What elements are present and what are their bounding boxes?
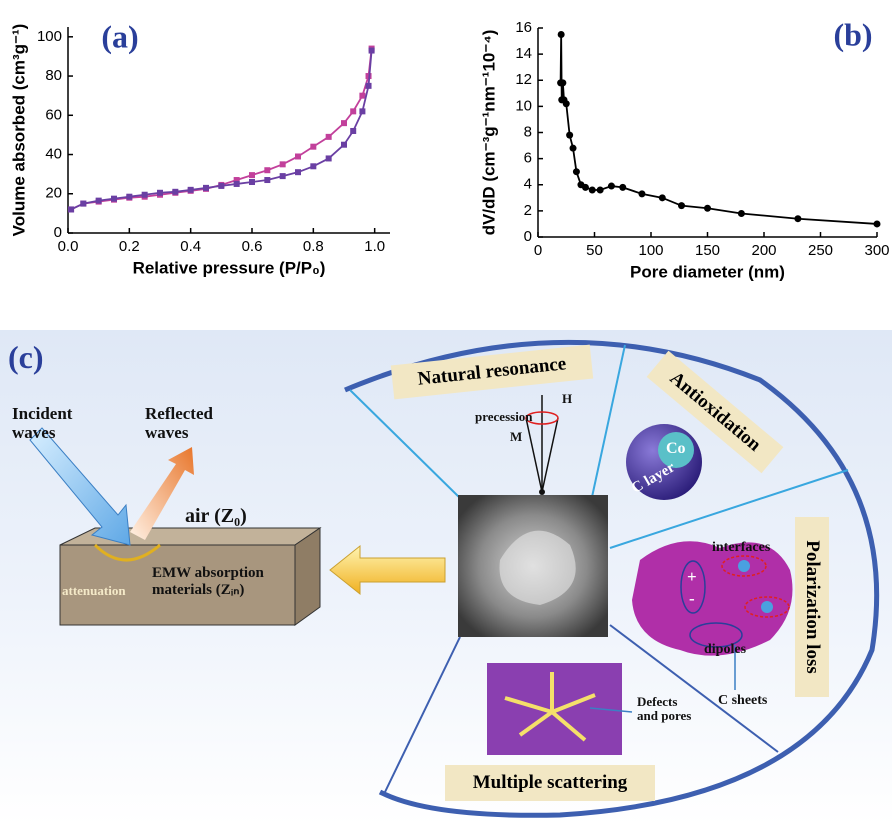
center-arrow <box>330 546 445 594</box>
incident-label: Incident waves <box>12 405 92 442</box>
polarization-box: Polarization loss <box>795 517 829 697</box>
reflected-label: Reflected waves <box>145 405 235 442</box>
defects-label: Defects and pores <box>637 695 692 724</box>
multiple-scattering-box: Multiple scattering <box>445 765 655 801</box>
minus-sign: - <box>689 590 695 609</box>
figure: 0204060801000.00.20.40.60.81.0Relative p… <box>0 0 892 825</box>
m-label: M <box>510 430 522 444</box>
precession-label: precession <box>475 410 533 424</box>
co-label: Co <box>666 440 686 458</box>
incident-arrow <box>30 428 130 545</box>
dipoles-label: dipoles <box>704 642 746 657</box>
h-label: H <box>562 392 572 406</box>
attenuation-label: attenuation <box>62 584 126 598</box>
interfaces-label: interfaces <box>712 540 770 555</box>
c-sheets-label: C sheets <box>718 693 767 708</box>
plus-sign: + <box>687 568 697 587</box>
material-label: EMW absorption materials (Zᵢₙ) <box>152 565 292 598</box>
panel-label: (c) <box>8 340 44 375</box>
air-label: air (Z₀) <box>185 505 247 527</box>
carbon-sheet <box>632 541 793 655</box>
